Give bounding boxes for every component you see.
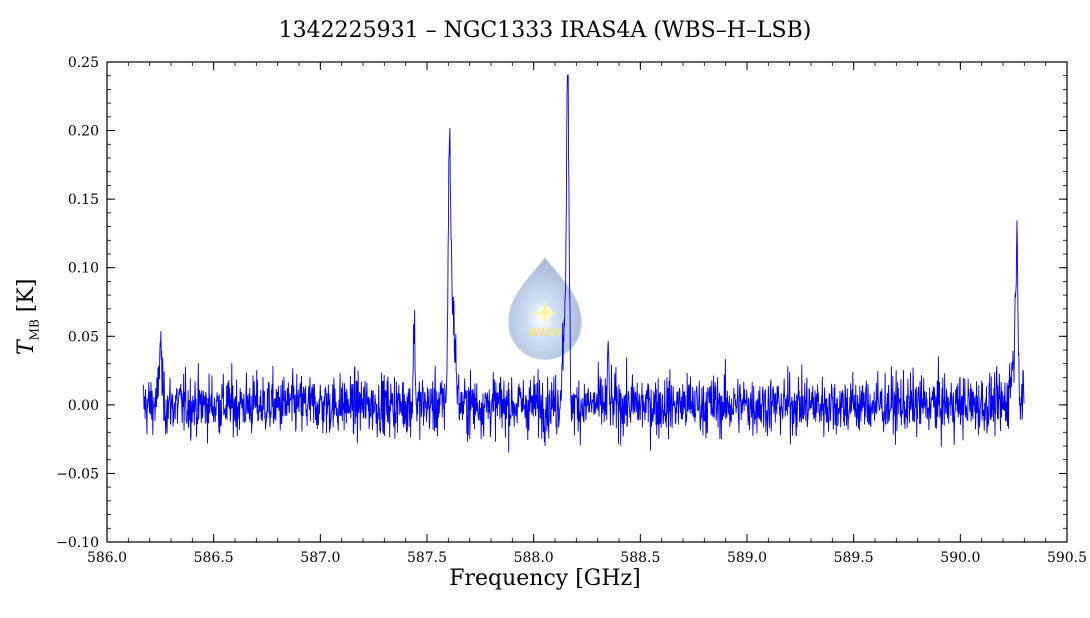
watermark-text: WISH [528, 326, 561, 339]
x-tick-label: 590.0 [940, 550, 980, 566]
star-icon [532, 300, 558, 326]
x-tick-label: 588.0 [514, 550, 554, 566]
y-tick-label: 0.10 [68, 261, 99, 277]
x-tick-label: 589.0 [727, 550, 767, 566]
x-tick-label: 586.5 [194, 550, 234, 566]
y-tick-label: −0.05 [56, 466, 99, 482]
plot-area [142, 74, 1025, 453]
x-tick-label: 590.5 [1047, 550, 1087, 566]
axis-ticks: 586.0 586.5 587.0 587.5 588.0 588.5 589.0 589.5… [56, 55, 1087, 566]
y-tick-label: 0.20 [68, 124, 99, 140]
x-tick-label: 587.5 [407, 550, 447, 566]
chart-title: 1342225931 – NGC1333 IRAS4A (WBS–H–LSB) [278, 18, 812, 43]
y-tick-label: 0.15 [68, 192, 99, 208]
x-axis-label: Frequency [GHz] [449, 566, 641, 591]
x-tick-label: 587.0 [300, 550, 340, 566]
y-tick-label: −0.10 [56, 535, 99, 551]
spectrum-line [142, 74, 1025, 453]
plot-frame [106, 61, 1068, 543]
y-tick-label: 0.25 [68, 55, 99, 71]
y-tick-label: 0.00 [68, 398, 99, 414]
y-tick-label: 0.05 [68, 329, 99, 345]
x-tick-label: 588.5 [620, 550, 660, 566]
x-tick-label: 586.0 [87, 550, 127, 566]
x-tick-label: 589.5 [834, 550, 874, 566]
